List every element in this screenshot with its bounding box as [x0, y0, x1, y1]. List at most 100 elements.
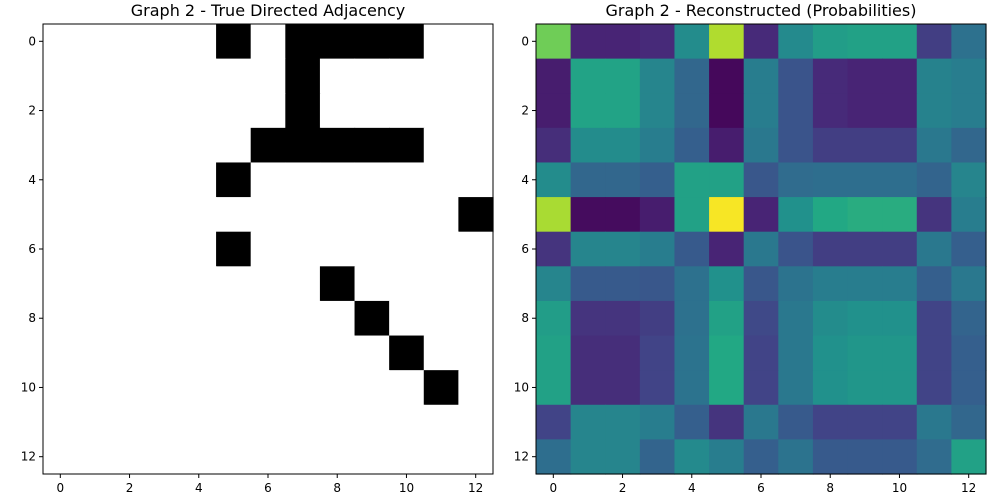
- heatmap-cell: [181, 58, 217, 94]
- heatmap-cell: [916, 162, 952, 198]
- heatmap-cell: [951, 58, 987, 94]
- heatmap-cell: [847, 24, 883, 60]
- heatmap-cell: [743, 370, 779, 406]
- heatmap-cell: [112, 231, 148, 267]
- heatmap-cell: [319, 335, 356, 371]
- heatmap-cell: [536, 24, 572, 60]
- heatmap-cell: [674, 162, 710, 198]
- heatmap-cell: [389, 58, 425, 94]
- heatmap-cell: [743, 58, 779, 94]
- heatmap-cell: [423, 439, 459, 475]
- heatmap-cell: [778, 162, 814, 198]
- heatmap-cell: [536, 300, 572, 337]
- heatmap-cell: [389, 162, 425, 198]
- heatmap-cell: [458, 93, 494, 129]
- heatmap-cell: [458, 231, 494, 267]
- heatmap-cell: [778, 58, 814, 94]
- y-tick-label: 6: [521, 242, 529, 256]
- heatmap-cell: [639, 300, 676, 337]
- heatmap-cell: [536, 439, 572, 475]
- heatmap-cell: [354, 197, 390, 233]
- heatmap-cell: [674, 231, 710, 267]
- heatmap-cell: [43, 58, 79, 94]
- heatmap-cell: [181, 335, 217, 371]
- heatmap-cell: [812, 162, 849, 198]
- heatmap-cell: [354, 24, 390, 60]
- heatmap-cell: [216, 162, 252, 198]
- x-tick-label: 8: [826, 481, 834, 495]
- heatmap-cell: [354, 127, 390, 164]
- heatmap-cell: [743, 93, 779, 129]
- heatmap-cell: [319, 58, 356, 94]
- heatmap-cell: [951, 197, 987, 233]
- heatmap-cell: [812, 231, 849, 267]
- heatmap-cell: [778, 197, 814, 233]
- heatmap-cell: [423, 197, 459, 233]
- heatmap-cell: [570, 58, 606, 94]
- heatmap-cell: [605, 58, 641, 94]
- y-tick-label: 0: [521, 34, 529, 48]
- x-tick-label: 10: [399, 481, 414, 495]
- heatmap-cell: [146, 231, 183, 267]
- heatmap-cell: [778, 93, 814, 129]
- heatmap-cell: [709, 266, 745, 302]
- heatmap-cell: [181, 197, 217, 233]
- heatmap-cell: [43, 127, 79, 164]
- heatmap-cell: [916, 58, 952, 94]
- heatmap-cell: [285, 231, 321, 267]
- heatmap-cell: [709, 404, 745, 440]
- heatmap-cell: [146, 300, 183, 337]
- heatmap-cell: [77, 335, 113, 371]
- heatmap-cell: [250, 127, 286, 164]
- heatmap-cell: [570, 266, 606, 302]
- heatmap-cell: [216, 439, 252, 475]
- heatmap-cell: [951, 300, 987, 337]
- heatmap-cell: [146, 370, 183, 406]
- heatmap-cell: [112, 335, 148, 371]
- heatmap-cell: [181, 162, 217, 198]
- heatmap-cell: [319, 439, 356, 475]
- heatmap-cell: [250, 266, 286, 302]
- heatmap-cell: [882, 93, 918, 129]
- heatmap-cell: [916, 335, 952, 371]
- heatmap-cell: [458, 127, 494, 164]
- heatmap-cell: [389, 197, 425, 233]
- heatmap-cell: [743, 439, 779, 475]
- heatmap-cell: [285, 266, 321, 302]
- heatmap-cell: [812, 335, 849, 371]
- heatmap-cell: [250, 231, 286, 267]
- heatmap-cell: [570, 300, 606, 337]
- heatmap-cell: [319, 231, 356, 267]
- heatmap-cell: [319, 93, 356, 129]
- heatmap-cell: [354, 266, 390, 302]
- heatmap-cell: [458, 300, 494, 337]
- heatmap-cell: [916, 24, 952, 60]
- heatmap-cell: [536, 197, 572, 233]
- heatmap-cell: [146, 127, 183, 164]
- x-tick-label: 4: [688, 481, 696, 495]
- heatmap-cell: [536, 231, 572, 267]
- heatmap-cell: [354, 335, 390, 371]
- y-tick-label: 12: [514, 450, 529, 464]
- heatmap-cell: [916, 370, 952, 406]
- heatmap-cell: [216, 300, 252, 337]
- heatmap-cell: [423, 93, 459, 129]
- y-tick-label: 10: [21, 380, 36, 394]
- heatmap-cell: [77, 231, 113, 267]
- heatmap-cell: [536, 58, 572, 94]
- y-tick-label: 0: [28, 34, 36, 48]
- heatmap-cell: [43, 24, 79, 60]
- heatmap-cell: [847, 370, 883, 406]
- heatmap-cell: [743, 231, 779, 267]
- heatmap-cell: [354, 58, 390, 94]
- heatmap-cell: [951, 93, 987, 129]
- heatmap-cell: [458, 266, 494, 302]
- heatmap-cell: [778, 370, 814, 406]
- heatmap-cell: [458, 370, 494, 406]
- heatmap-cell: [916, 266, 952, 302]
- heatmap-cell: [112, 370, 148, 406]
- heatmap-cell: [778, 231, 814, 267]
- y-tick-label: 10: [514, 380, 529, 394]
- heatmap-cells: [43, 24, 494, 475]
- y-tick-label: 8: [521, 311, 529, 325]
